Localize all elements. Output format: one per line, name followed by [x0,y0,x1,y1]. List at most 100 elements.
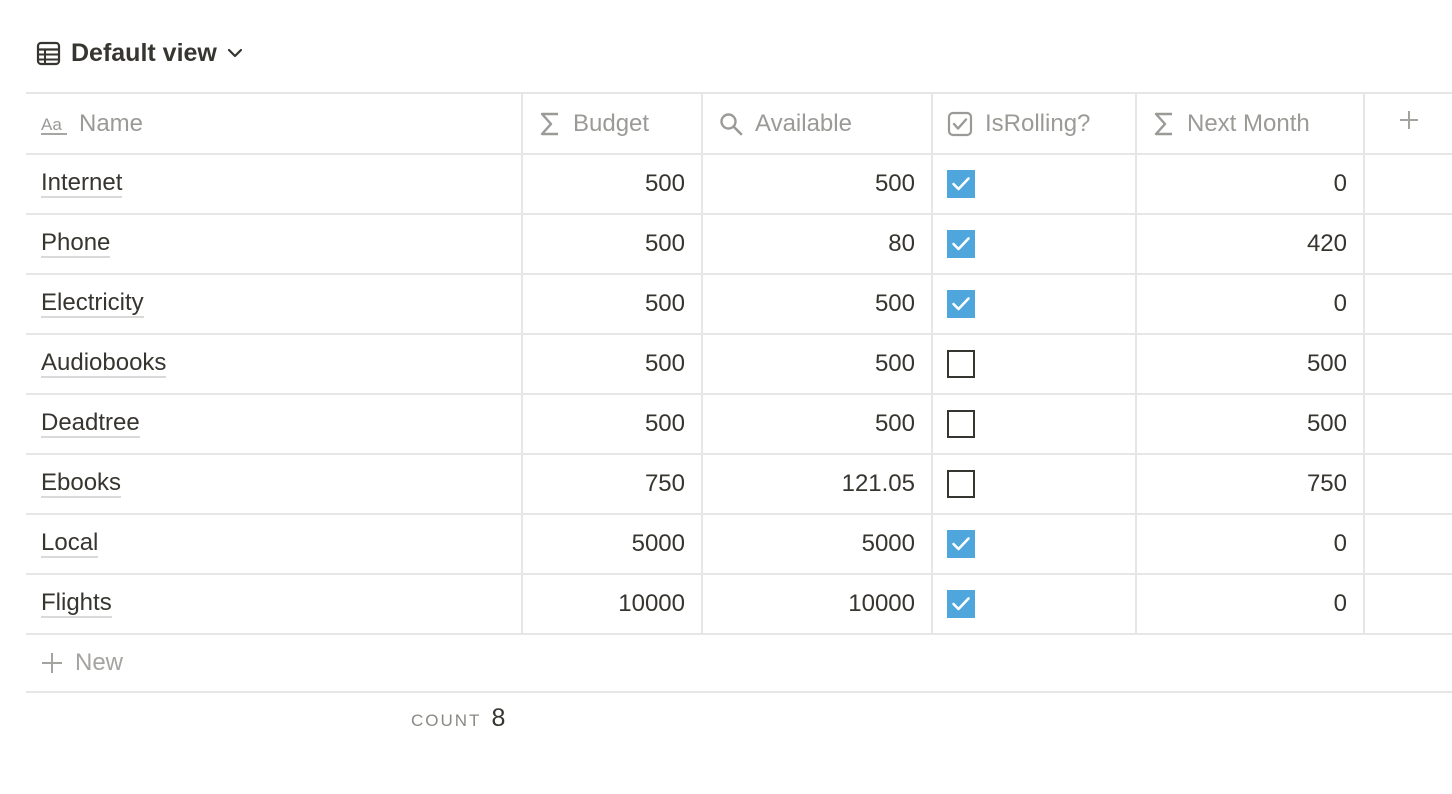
checkbox-checked[interactable] [947,290,975,318]
cell-empty [1365,335,1452,393]
cell-name[interactable]: Audiobooks [26,335,523,393]
cell-next-month[interactable]: 500 [1137,335,1365,393]
cell-empty [1365,155,1452,213]
cell-next-month[interactable]: 0 [1137,275,1365,333]
count-value: 8 [491,704,506,732]
search-icon [719,112,743,136]
cell-name[interactable]: Electricity [26,275,523,333]
view-switcher[interactable]: Default view [36,36,243,70]
cell-budget[interactable]: 500 [523,275,703,333]
table-row[interactable]: Phone 500 80 420 [26,215,1452,275]
svg-text:Aa: Aa [41,115,62,134]
row-name-link[interactable]: Deadtree [41,409,140,438]
checkbox-checked[interactable] [947,530,975,558]
cell-budget[interactable]: 500 [523,215,703,273]
cell-available[interactable]: 500 [703,275,933,333]
column-label: Available [755,109,852,137]
table-row[interactable]: Local 5000 5000 0 [26,515,1452,575]
column-header-isrolling[interactable]: IsRolling? [933,94,1137,153]
cell-available[interactable]: 80 [703,215,933,273]
cell-empty [1365,215,1452,273]
cell-empty [1365,575,1452,633]
cell-empty [1365,275,1452,333]
cell-budget[interactable]: 750 [523,455,703,513]
table-row[interactable]: Audiobooks 500 500 500 [26,335,1452,395]
column-header-name[interactable]: Aa Name [26,94,523,153]
cell-available[interactable]: 500 [703,155,933,213]
cell-name[interactable]: Deadtree [26,395,523,453]
cell-next-month[interactable]: 0 [1137,515,1365,573]
column-label: Next Month [1187,109,1310,137]
checkbox-checked[interactable] [947,170,975,198]
cell-budget[interactable]: 5000 [523,515,703,573]
cell-available[interactable]: 121.05 [703,455,933,513]
database-table: Aa Name Budget Available [26,92,1452,693]
cell-next-month[interactable]: 0 [1137,155,1365,213]
cell-available[interactable]: 500 [703,335,933,393]
count-label: COUNT [411,711,482,730]
cell-next-month[interactable]: 500 [1137,395,1365,453]
add-column-button[interactable] [1365,94,1452,153]
cell-empty [1365,395,1452,453]
sigma-icon [539,111,561,137]
table-row[interactable]: Ebooks 750 121.05 750 [26,455,1452,515]
column-label: Name [79,109,144,137]
table-row[interactable]: Electricity 500 500 0 [26,275,1452,335]
row-name-link[interactable]: Flights [41,589,112,618]
checkbox-unchecked[interactable] [947,470,975,498]
column-label: Budget [573,109,650,137]
cell-isrolling [933,515,1137,573]
table-row[interactable]: Flights 10000 10000 0 [26,575,1452,635]
cell-budget[interactable]: 500 [523,395,703,453]
cell-empty [1365,455,1452,513]
table-header-row: Aa Name Budget Available [26,92,1452,155]
sigma-icon [1153,111,1175,137]
cell-next-month[interactable]: 420 [1137,215,1365,273]
calculation-footer[interactable]: COUNT 8 [411,704,505,733]
plus-icon [41,652,63,674]
cell-isrolling [933,275,1137,333]
chevron-down-icon [227,47,243,59]
row-name-link[interactable]: Internet [41,169,123,198]
column-header-next-month[interactable]: Next Month [1137,94,1365,153]
cell-next-month[interactable]: 750 [1137,455,1365,513]
cell-name[interactable]: Local [26,515,523,573]
row-name-link[interactable]: Audiobooks [41,349,167,378]
row-name-link[interactable]: Local [41,529,99,558]
cell-name[interactable]: Flights [26,575,523,633]
cell-budget[interactable]: 500 [523,155,703,213]
new-row-label: New [75,649,124,676]
cell-name[interactable]: Ebooks [26,455,523,513]
text-aa-icon: Aa [41,113,67,135]
cell-budget[interactable]: 500 [523,335,703,393]
checkbox-icon [947,111,973,137]
column-header-available[interactable]: Available [703,94,933,153]
row-name-link[interactable]: Electricity [41,289,144,318]
add-new-row-button[interactable]: New [26,635,1452,693]
cell-isrolling [933,575,1137,633]
column-header-budget[interactable]: Budget [523,94,703,153]
view-title: Default view [71,38,217,67]
cell-isrolling [933,335,1137,393]
cell-budget[interactable]: 10000 [523,575,703,633]
cell-name[interactable]: Internet [26,155,523,213]
row-name-link[interactable]: Phone [41,229,111,258]
table-row[interactable]: Internet 500 500 0 [26,155,1452,215]
checkbox-checked[interactable] [947,230,975,258]
cell-isrolling [933,155,1137,213]
cell-available[interactable]: 10000 [703,575,933,633]
table-icon [36,41,61,66]
cell-empty [1365,515,1452,573]
checkbox-unchecked[interactable] [947,350,975,378]
cell-available[interactable]: 500 [703,395,933,453]
cell-next-month[interactable]: 0 [1137,575,1365,633]
column-label: IsRolling? [985,109,1091,137]
row-name-link[interactable]: Ebooks [41,469,122,498]
plus-icon [1398,109,1420,138]
table-row[interactable]: Deadtree 500 500 500 [26,395,1452,455]
checkbox-checked[interactable] [947,590,975,618]
cell-available[interactable]: 5000 [703,515,933,573]
checkbox-unchecked[interactable] [947,410,975,438]
cell-isrolling [933,215,1137,273]
cell-name[interactable]: Phone [26,215,523,273]
